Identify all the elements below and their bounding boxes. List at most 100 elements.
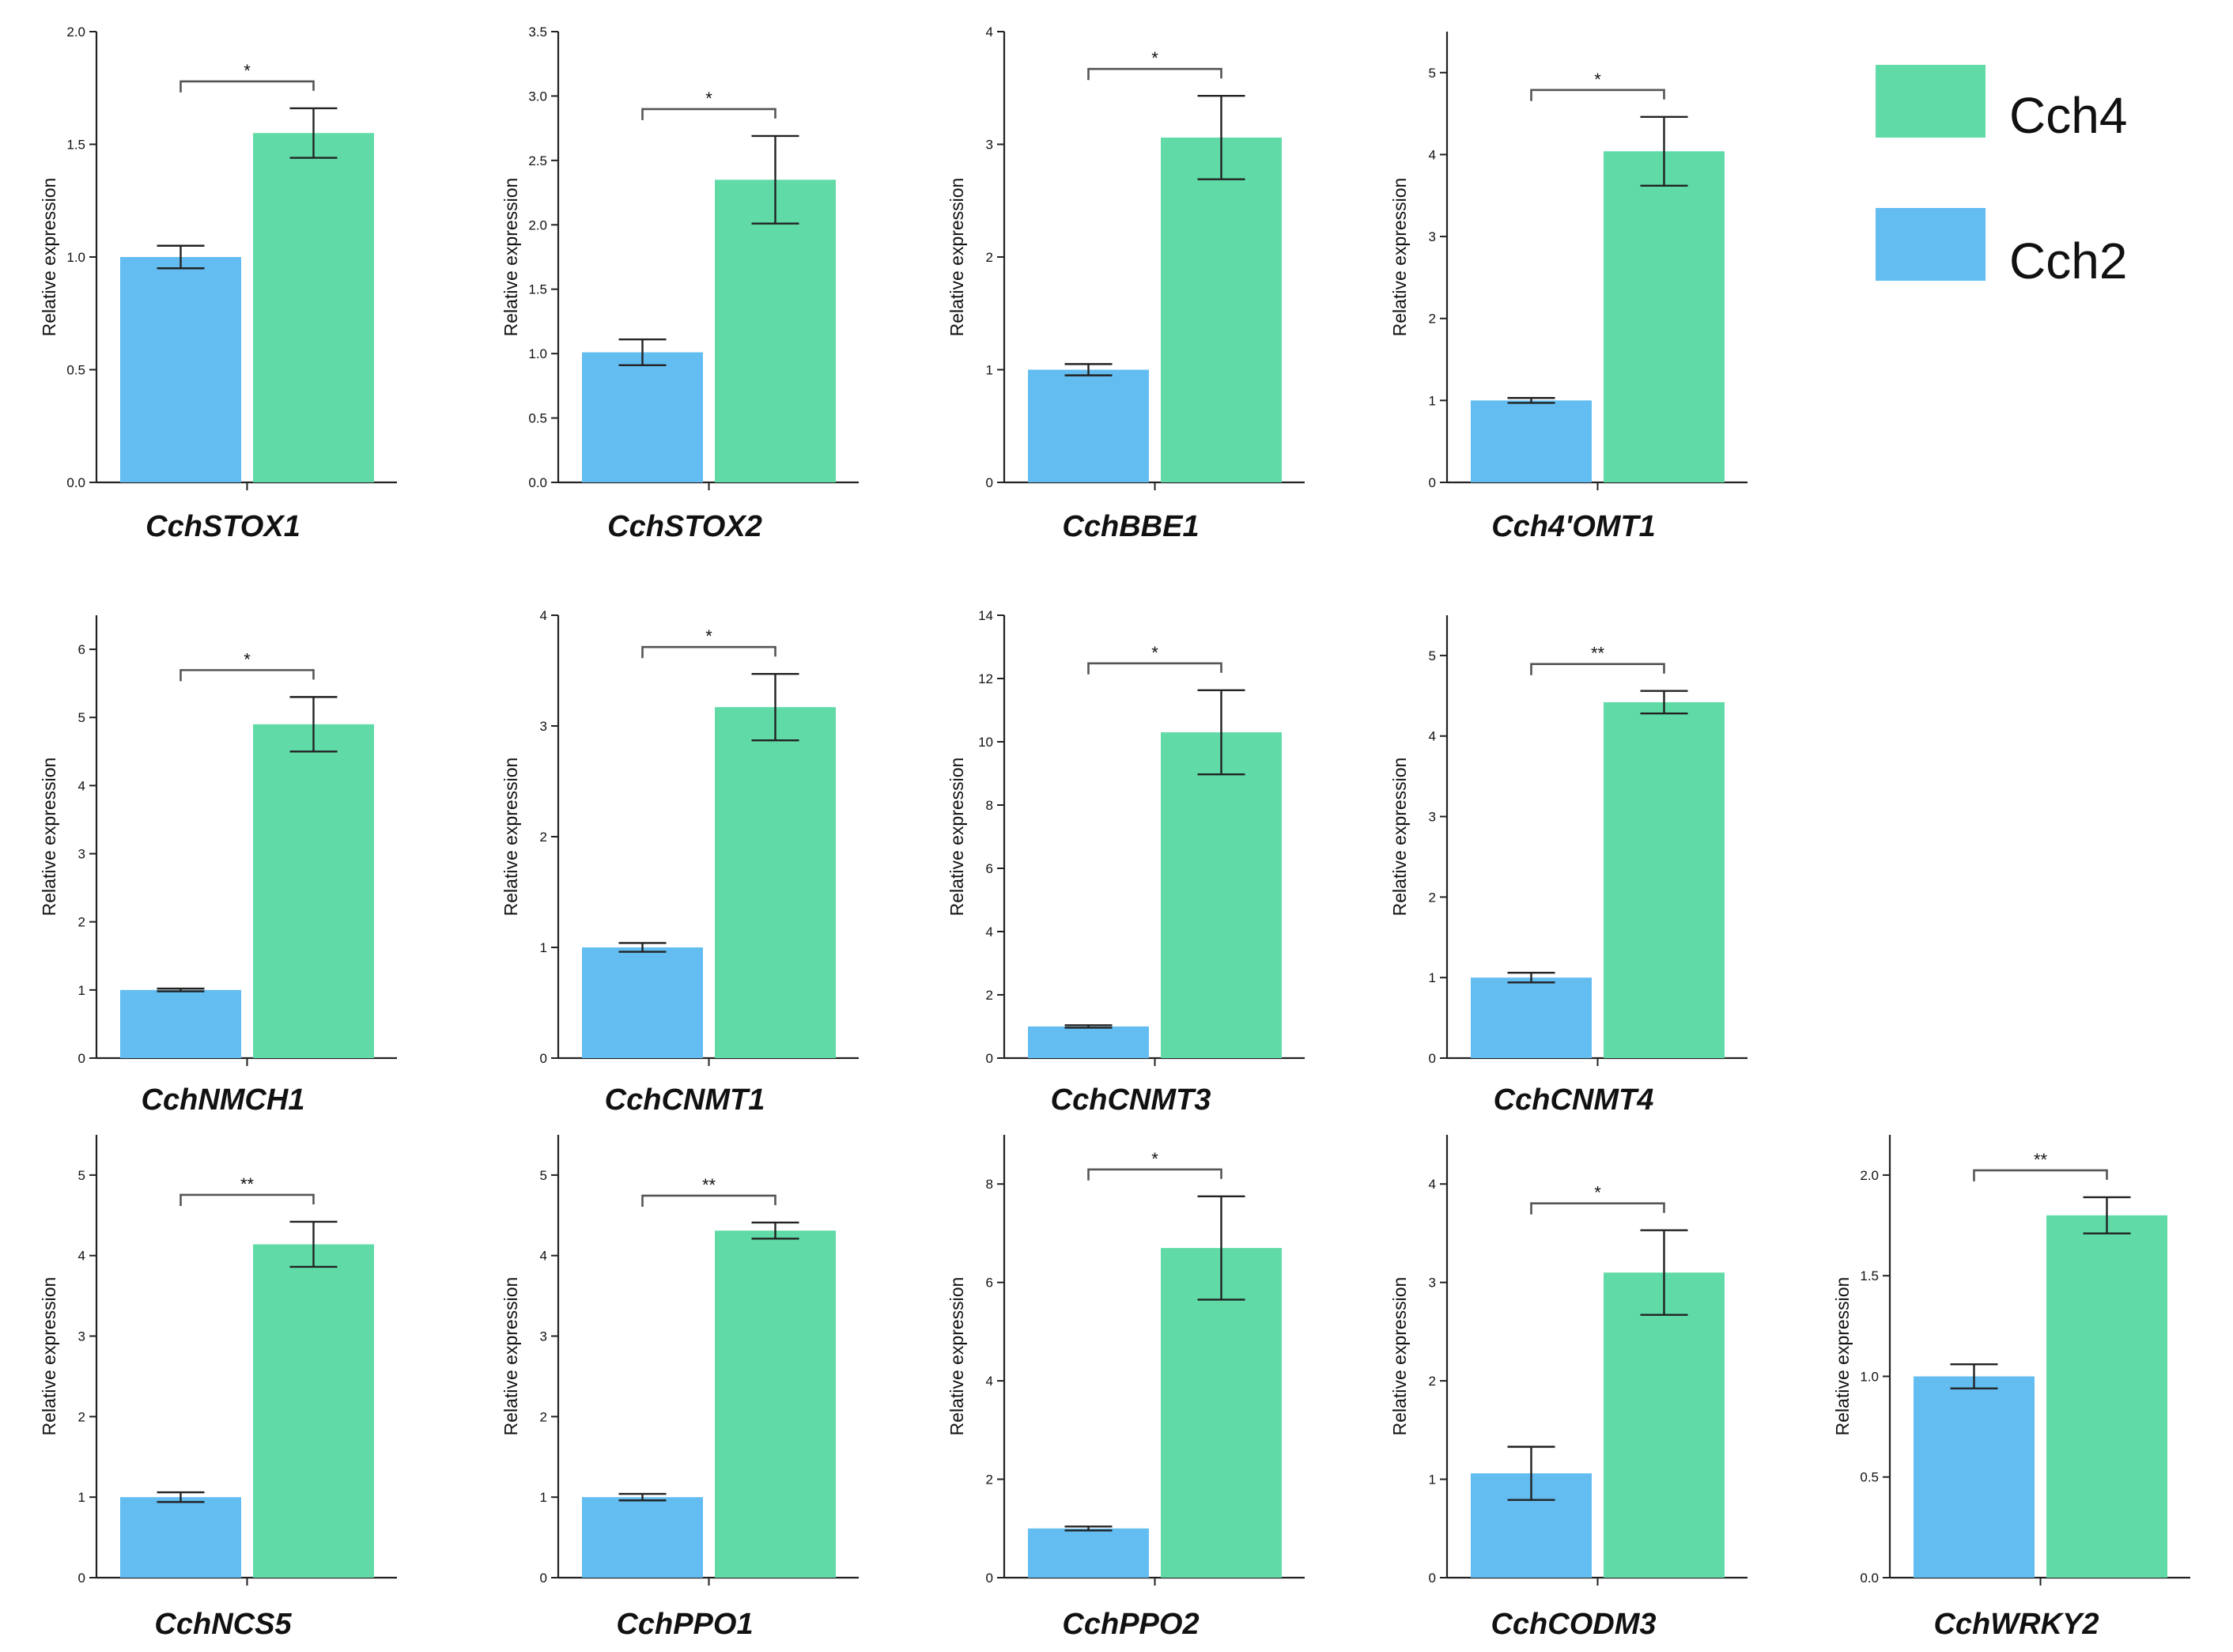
- gene-title: CchPPO2: [1062, 1608, 1199, 1641]
- bar-cch2: [582, 947, 703, 1058]
- y-tick-label: 0: [540, 1051, 547, 1066]
- significance-marker: *: [244, 649, 251, 669]
- y-tick-label: 0.5: [1860, 1470, 1879, 1485]
- gene-title: CchSTOX2: [607, 510, 762, 543]
- gene-title: CchNMCH1: [142, 1083, 305, 1117]
- y-tick-label: 1: [1429, 393, 1436, 408]
- y-tick-label: 2: [1429, 1374, 1436, 1389]
- bar-cch2: [1028, 369, 1149, 482]
- bar-cch4: [1604, 151, 1725, 483]
- significance-bracket: [1087, 662, 1222, 675]
- panel-cchcnmt3: 0 2 4 6 8 10 12 14 Relative expression * CchCNMT3: [946, 608, 1305, 1117]
- y-tick-label: 1.0: [528, 346, 547, 361]
- panel-cchncs5: 0 1 2 3 4 5 Relative expression ** CchNCS5: [39, 1135, 397, 1641]
- y-tick-label: 4: [1429, 729, 1436, 744]
- y-tick-label: 3: [540, 719, 547, 734]
- gene-title: Cch4'OMT1: [1491, 510, 1656, 543]
- significance-marker: *: [1594, 1183, 1601, 1203]
- y-tick-label: 3.0: [528, 89, 547, 104]
- legend-label-cch4: Cch4: [2009, 87, 2127, 144]
- y-tick-label: 1: [78, 1490, 85, 1505]
- y-tick-label: 1: [540, 940, 547, 955]
- y-tick-label: 4: [986, 25, 993, 40]
- y-tick-label: 1: [540, 1490, 547, 1505]
- panel-cchstox1: 0.0 0.5 1.0 1.5 2.0 Relative expression * CchST…: [39, 25, 397, 543]
- y-tick-label: 1.0: [1860, 1369, 1879, 1384]
- y-tick-label: 2: [986, 250, 993, 265]
- y-tick-label: 4: [1429, 147, 1436, 162]
- bar-cch4: [2046, 1215, 2167, 1578]
- y-tick-label: 0: [78, 1051, 85, 1066]
- significance-bracket: [1087, 67, 1222, 81]
- y-tick-label: 5: [1429, 648, 1436, 663]
- y-tick-label: 1.5: [1860, 1268, 1879, 1283]
- y-tick-label: 2: [1429, 312, 1436, 327]
- gene-title: CchBBE1: [1062, 510, 1199, 543]
- y-tick-label: 0.5: [66, 363, 85, 378]
- y-tick-label: 2.0: [66, 25, 85, 40]
- y-axis-title: Relative expression: [946, 758, 967, 917]
- significance-marker: *: [1151, 643, 1158, 663]
- significance-marker: *: [244, 61, 251, 81]
- bar-cch2: [582, 1497, 703, 1578]
- panel-cchcodm3: 0 1 2 3 4 Relative expression * CchCODM3: [1389, 1135, 1747, 1641]
- y-tick-label: 4: [540, 608, 547, 623]
- y-tick-label: 10: [978, 735, 993, 750]
- gene-title: CchCODM3: [1491, 1608, 1656, 1641]
- y-axis-title: Relative expression: [39, 1277, 59, 1436]
- significance-bracket: [179, 1193, 315, 1206]
- panel-cchppo2: 0 2 4 6 8 Relative expression * CchPPO2: [946, 1135, 1305, 1641]
- bar-cch2: [1471, 400, 1592, 482]
- gene-title: CchWRKY2: [1933, 1608, 2099, 1641]
- y-tick-label: 5: [78, 1168, 85, 1183]
- y-tick-label: 3: [1429, 810, 1436, 825]
- y-tick-label: 4: [78, 1249, 85, 1264]
- bar-cch4: [715, 180, 836, 483]
- y-tick-label: 0: [1429, 475, 1436, 490]
- y-tick-label: 1.0: [66, 250, 85, 265]
- bar-cch4: [715, 1230, 836, 1578]
- y-tick-label: 6: [986, 861, 993, 876]
- y-axis-title: Relative expression: [1389, 178, 1410, 337]
- bar-cch4: [1161, 732, 1282, 1058]
- significance-bracket: [1530, 663, 1665, 675]
- bar-cch2: [1914, 1376, 2035, 1578]
- chart-panels: 0.0 0.5 1.0 1.5 2.0 Relative expression * CchST…: [39, 25, 2190, 1641]
- y-tick-label: 2: [540, 830, 547, 845]
- y-tick-label: 2: [986, 1472, 993, 1488]
- bar-cch4: [1161, 137, 1282, 482]
- y-tick-label: 0: [78, 1571, 85, 1586]
- y-tick-label: 2: [540, 1409, 547, 1424]
- significance-marker: **: [702, 1175, 716, 1195]
- y-tick-label: 3: [986, 138, 993, 153]
- significance-marker: *: [705, 626, 712, 646]
- significance-marker: *: [1151, 48, 1158, 68]
- gene-title: CchSTOX1: [145, 510, 300, 543]
- panel-cch4-omt1: 0 1 2 3 4 5 Relative expression * Cch4'OMT1: [1389, 32, 1747, 543]
- gene-title: CchCNMT1: [605, 1083, 765, 1117]
- y-axis-title: Relative expression: [39, 178, 59, 337]
- y-tick-label: 8: [986, 1177, 993, 1192]
- y-tick-label: 1.5: [528, 282, 547, 297]
- y-tick-label: 0: [986, 475, 993, 490]
- bar-cch4: [1161, 1248, 1282, 1578]
- panel-cchppo1: 0 1 2 3 4 5 Relative expression ** CchPPO1: [501, 1135, 859, 1641]
- bar-cch2: [582, 352, 703, 482]
- bar-cch2: [120, 1497, 241, 1578]
- y-tick-label: 3: [1429, 1276, 1436, 1291]
- y-tick-label: 2: [78, 915, 85, 930]
- bar-cch2: [120, 257, 241, 482]
- bar-cch4: [1604, 1272, 1725, 1578]
- significance-marker: **: [2034, 1150, 2048, 1170]
- gene-title: CchNCS5: [154, 1608, 292, 1641]
- bar-cch2: [1028, 1528, 1149, 1578]
- y-axis-title: Relative expression: [501, 178, 521, 337]
- significance-bracket: [1530, 1202, 1665, 1215]
- y-tick-label: 12: [978, 671, 993, 686]
- y-tick-label: 0.0: [1860, 1571, 1879, 1586]
- y-axis-title: Relative expression: [946, 1277, 967, 1436]
- bar-cch4: [1604, 701, 1725, 1058]
- y-tick-label: 0: [986, 1571, 993, 1586]
- legend-label-cch2: Cch2: [2009, 232, 2127, 289]
- y-tick-label: 3: [78, 1329, 85, 1344]
